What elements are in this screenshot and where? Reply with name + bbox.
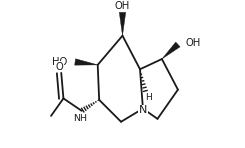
Text: H: H <box>145 93 152 102</box>
Text: OH: OH <box>186 38 201 48</box>
Text: NH: NH <box>73 114 87 123</box>
Polygon shape <box>75 59 98 65</box>
Polygon shape <box>119 12 126 36</box>
Text: N: N <box>139 105 147 115</box>
Text: HO: HO <box>52 57 67 67</box>
Text: O: O <box>56 62 64 72</box>
Polygon shape <box>162 42 180 59</box>
Text: OH: OH <box>115 1 130 11</box>
